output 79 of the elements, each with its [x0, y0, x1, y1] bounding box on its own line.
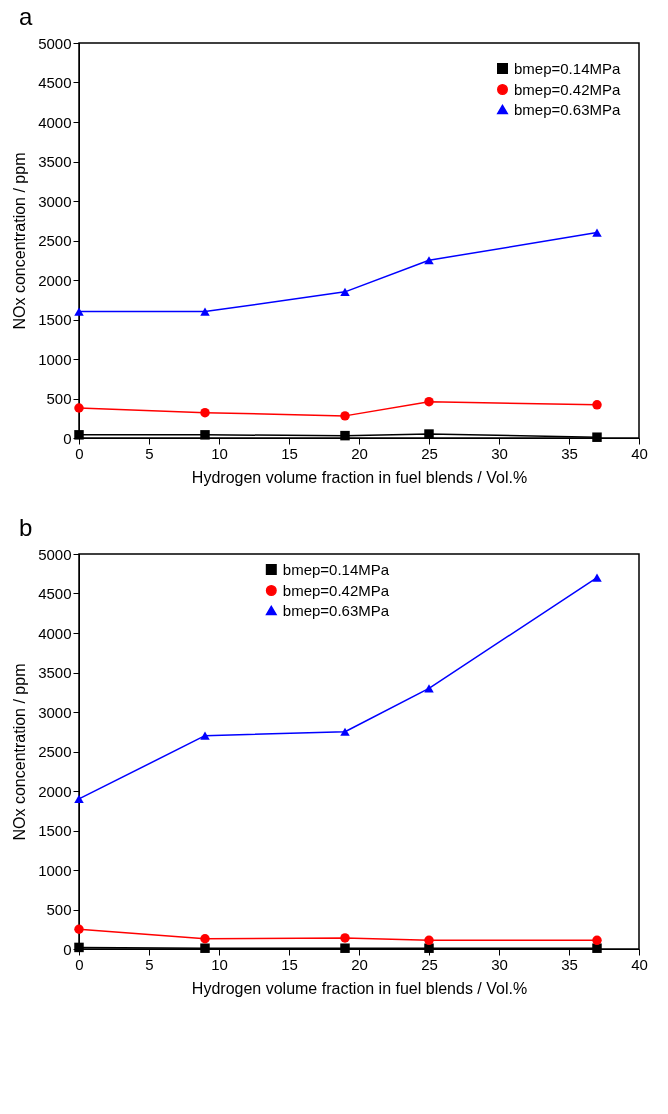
point	[592, 432, 602, 442]
y-tick-label: 1500	[38, 311, 72, 328]
point	[340, 727, 350, 736]
y-tick-label: 3000	[38, 703, 72, 721]
chart-title: a	[19, 3, 33, 30]
x-axis-title: Hydrogen volume fraction in fuel blends / Vol.%	[191, 468, 528, 486]
x-tick-label: 20	[351, 955, 368, 973]
y-tick-label: 0	[63, 429, 72, 447]
x-tick-label: 15	[281, 955, 298, 973]
point	[592, 228, 602, 237]
point	[592, 400, 602, 410]
point	[424, 943, 434, 953]
point	[424, 935, 434, 946]
y-axis-title: NOx concentration / ppm	[11, 152, 29, 330]
point	[200, 934, 210, 944]
x-tick-label: 5	[145, 444, 154, 462]
legend-label: bmep=0.42MPa	[282, 581, 390, 599]
y-tick-label: 5000	[38, 34, 72, 52]
y-tick-label: 4500	[38, 585, 72, 602]
point	[74, 307, 84, 316]
point	[200, 407, 210, 418]
point	[200, 943, 210, 953]
y-axis-title: NOx concentration / ppm	[11, 663, 29, 841]
x-tick-label: 20	[351, 444, 368, 462]
y-tick-label: 1500	[38, 822, 72, 839]
point	[200, 307, 210, 316]
x-tick-label: 0	[75, 444, 84, 462]
x-tick-label: 35	[561, 444, 578, 462]
x-tick-label: 10	[211, 444, 228, 462]
point	[74, 403, 84, 413]
point	[200, 731, 210, 740]
point	[592, 943, 602, 953]
point	[592, 573, 602, 582]
point	[74, 794, 84, 804]
point	[340, 287, 350, 296]
point	[340, 933, 350, 943]
x-tick-label: 40	[631, 444, 648, 462]
y-tick-label: 4000	[38, 113, 72, 131]
y-tick-label: 2000	[38, 271, 72, 289]
y-tick-label: 3500	[38, 153, 72, 170]
x-tick-label: 30	[491, 955, 508, 973]
point	[200, 430, 210, 440]
point	[340, 411, 350, 421]
y-tick-label: 1000	[38, 861, 72, 879]
x-tick-label: 25	[421, 444, 438, 462]
x-tick-label: 0	[75, 955, 84, 973]
legend-label: bmep=0.63MPa	[282, 601, 390, 619]
y-tick-label: 3500	[38, 664, 72, 681]
y-tick-label: 3000	[38, 192, 72, 210]
point	[424, 429, 434, 439]
point	[74, 924, 84, 934]
point	[592, 935, 602, 946]
y-tick-label: 500	[46, 901, 72, 918]
y-tick-label: 5000	[38, 545, 72, 563]
x-axis-title: Hydrogen volume fraction in fuel blends / Vol.%	[191, 979, 528, 997]
y-tick-label: 2500	[38, 232, 72, 249]
point	[424, 396, 434, 407]
y-tick-label: 4000	[38, 624, 72, 642]
point	[340, 430, 350, 441]
x-tick-label: 5	[145, 955, 154, 973]
y-tick-label: 500	[46, 390, 72, 407]
legend-label: bmep=0.14MPa	[514, 59, 621, 77]
y-tick-label: 0	[63, 940, 72, 958]
x-tick-label: 10	[211, 955, 228, 973]
y-tick-label: 2000	[38, 782, 72, 800]
x-tick-label: 25	[421, 955, 438, 973]
legend-label: bmep=0.42MPa	[514, 80, 621, 98]
x-tick-label: 40	[631, 955, 648, 973]
point	[424, 256, 434, 265]
y-tick-label: 2500	[38, 743, 72, 760]
x-tick-label: 35	[561, 955, 578, 973]
x-tick-label: 30	[491, 444, 508, 462]
point	[340, 943, 350, 953]
chart-title: b	[19, 514, 33, 541]
legend-label: bmep=0.14MPa	[282, 560, 390, 578]
y-tick-label: 1000	[38, 350, 72, 368]
legend-label: bmep=0.63MPa	[514, 100, 621, 118]
y-tick-label: 4500	[38, 74, 72, 91]
x-tick-label: 15	[281, 444, 298, 462]
